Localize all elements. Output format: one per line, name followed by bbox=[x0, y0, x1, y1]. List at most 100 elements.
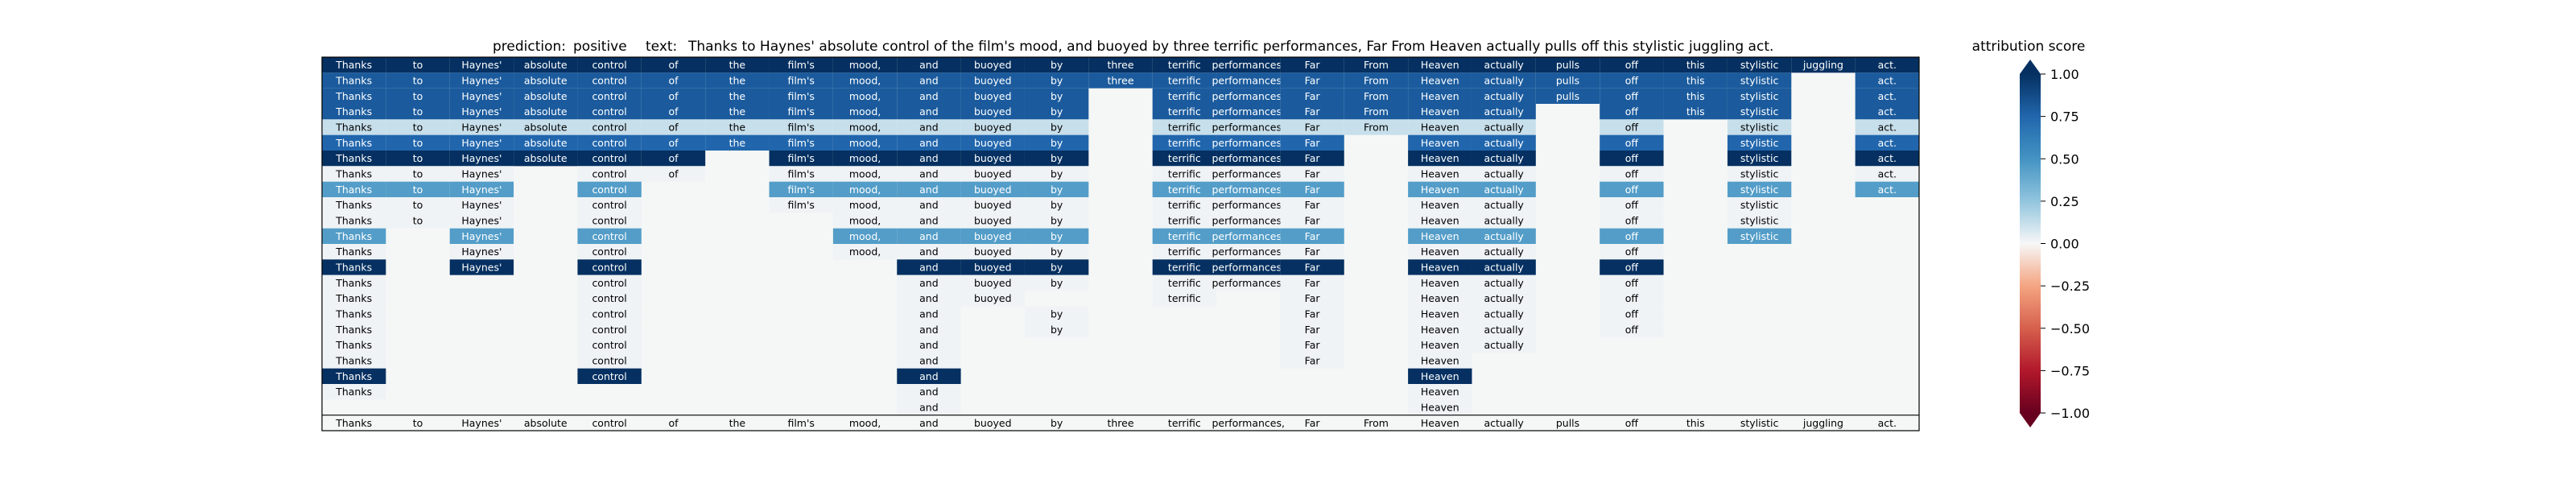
token-label: Heaven bbox=[1421, 75, 1459, 87]
token-label: absolute bbox=[524, 75, 568, 87]
heatmap-cell bbox=[449, 181, 514, 197]
token-label: buoyed bbox=[974, 75, 1012, 87]
heatmap-cell bbox=[1280, 275, 1344, 291]
token-label: Far bbox=[1305, 137, 1321, 149]
heatmap-cell bbox=[769, 166, 833, 182]
heatmap-cell bbox=[1600, 213, 1664, 229]
heatmap-cell bbox=[960, 259, 1025, 275]
heatmap-cell bbox=[1855, 88, 1919, 104]
token-label: the bbox=[729, 59, 746, 71]
token-label: Far bbox=[1305, 262, 1321, 274]
token-label: control bbox=[592, 152, 626, 164]
heatmap-cell bbox=[577, 337, 642, 353]
token-label: actually bbox=[1484, 339, 1524, 351]
token-label: Haynes' bbox=[461, 152, 502, 164]
heatmap-cell bbox=[832, 197, 898, 213]
token-label: off bbox=[1625, 59, 1639, 71]
token-label: by bbox=[1051, 122, 1063, 134]
token-label: absolute bbox=[524, 59, 568, 71]
token-label: Heaven bbox=[1421, 355, 1459, 367]
token-label: Heaven bbox=[1421, 105, 1459, 118]
heatmap-cell bbox=[1600, 104, 1664, 120]
token-label: film's bbox=[787, 199, 814, 211]
token-label: performances, bbox=[1212, 90, 1285, 102]
token-label: stylistic bbox=[1740, 168, 1779, 180]
heatmap-cell bbox=[322, 306, 386, 322]
token-label: pulls bbox=[1556, 90, 1579, 102]
heatmap-cell bbox=[1280, 119, 1344, 135]
heatmap-cell bbox=[1216, 104, 1281, 120]
heatmap-cell bbox=[1472, 134, 1536, 151]
heatmap-cell bbox=[514, 104, 578, 120]
heatmap-cell bbox=[705, 72, 770, 89]
heatmap-cell bbox=[1600, 181, 1664, 197]
heatmap-cell bbox=[1024, 151, 1089, 167]
token-label: mood, bbox=[849, 246, 881, 258]
heatmap-cell bbox=[577, 181, 642, 197]
token-label: Heaven bbox=[1421, 215, 1459, 227]
heatmap-cell bbox=[322, 104, 386, 120]
token-label: film's bbox=[787, 105, 814, 118]
token-label: control bbox=[592, 90, 626, 102]
token-label: film's bbox=[787, 152, 814, 164]
heatmap-cell bbox=[1472, 213, 1536, 229]
heatmap-cell bbox=[960, 181, 1025, 197]
token-label: stylistic bbox=[1740, 122, 1779, 134]
token-label: Far bbox=[1305, 152, 1321, 164]
token-label: mood, bbox=[849, 152, 881, 164]
token-label: pulls bbox=[1556, 417, 1579, 429]
heatmap-cell bbox=[1600, 134, 1664, 151]
token-label: and bbox=[919, 246, 939, 258]
token-label: and bbox=[919, 122, 939, 134]
token-label: control bbox=[592, 370, 626, 382]
heatmap-cell bbox=[960, 119, 1025, 135]
token-label: Far bbox=[1305, 215, 1321, 227]
heatmap-cell bbox=[1727, 151, 1792, 167]
heatmap-cell bbox=[449, 213, 514, 229]
heatmap-cell bbox=[1152, 166, 1217, 182]
token-label: Thanks bbox=[335, 370, 372, 382]
token-label: Thanks bbox=[335, 355, 372, 367]
token-label: Thanks bbox=[335, 137, 372, 149]
heatmap-cell bbox=[1727, 197, 1792, 213]
token-label: by bbox=[1051, 230, 1063, 242]
token-label: actually bbox=[1484, 417, 1524, 429]
token-label: of bbox=[668, 168, 679, 180]
heatmap-cell bbox=[1024, 166, 1089, 182]
heatmap-cell bbox=[832, 228, 898, 244]
token-label: film's bbox=[787, 59, 814, 71]
token-label: off bbox=[1625, 105, 1639, 118]
token-label: control bbox=[592, 292, 626, 304]
heatmap-cell bbox=[1024, 259, 1089, 275]
heatmap-cell bbox=[1600, 244, 1664, 260]
heatmap-cell bbox=[769, 88, 833, 104]
heatmap-cell bbox=[960, 244, 1025, 260]
token-label: Haynes' bbox=[461, 262, 502, 274]
token-label: actually bbox=[1484, 215, 1524, 227]
token-label: absolute bbox=[524, 105, 568, 118]
heatmap-cell bbox=[1663, 104, 1728, 120]
token-label: this bbox=[1686, 90, 1705, 102]
heatmap-cell bbox=[832, 119, 898, 135]
token-label: three bbox=[1107, 75, 1133, 87]
token-label: off bbox=[1625, 308, 1639, 320]
token-label: terrific bbox=[1168, 230, 1201, 242]
token-label: to bbox=[413, 215, 423, 227]
token-label: film's bbox=[787, 184, 814, 196]
token-label: film's bbox=[787, 417, 814, 429]
heatmap-cell bbox=[1600, 151, 1664, 167]
heatmap-cell bbox=[1727, 134, 1792, 151]
token-label: the bbox=[729, 122, 746, 134]
heatmap-cell bbox=[897, 244, 961, 260]
heatmap-cell bbox=[897, 353, 961, 369]
token-label: actually bbox=[1484, 324, 1524, 336]
heatmap-cell bbox=[705, 88, 770, 104]
token-label: Heaven bbox=[1421, 277, 1459, 289]
heatmap-cell bbox=[449, 228, 514, 244]
token-label: terrific bbox=[1168, 75, 1201, 87]
token-label: and bbox=[919, 90, 939, 102]
token-label: off bbox=[1625, 277, 1639, 289]
heatmap-cell bbox=[1472, 166, 1536, 182]
token-label: by bbox=[1051, 137, 1063, 149]
heatmap-cell bbox=[705, 104, 770, 120]
